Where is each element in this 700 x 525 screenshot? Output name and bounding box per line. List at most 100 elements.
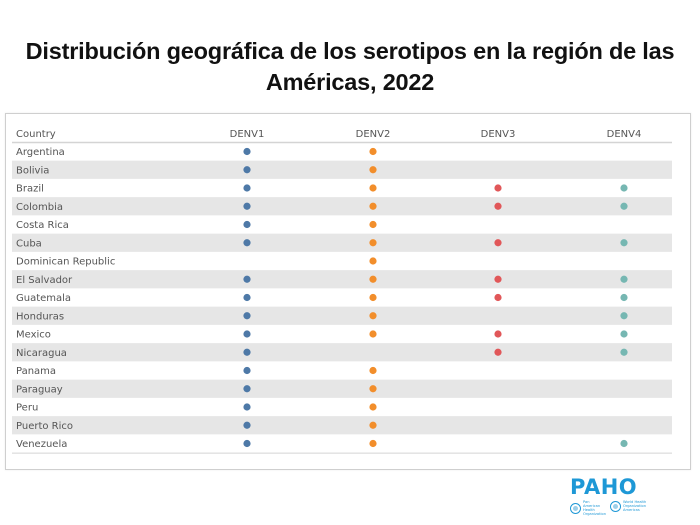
serotype-dot-denv2 <box>369 293 377 302</box>
table-row: Costa Rica <box>16 220 377 231</box>
serotype-dot-denv1 <box>243 403 251 411</box>
table-row: Peru <box>16 403 377 414</box>
serotype-dot-denv4 <box>620 202 628 210</box>
serotype-dot-denv3 <box>494 348 502 356</box>
table-row: Nicaragua <box>16 348 628 359</box>
row-stripe <box>12 306 672 325</box>
country-label: Cuba <box>16 238 42 249</box>
serotype-dot-denv3 <box>494 202 502 210</box>
row-stripe <box>12 270 672 289</box>
serotype-dot-denv1 <box>243 184 251 192</box>
paho-wordmark: PAHO <box>570 475 638 499</box>
country-label: Puerto Rico <box>16 421 73 432</box>
serotype-dot-denv2 <box>369 421 377 429</box>
country-label: Nicaragua <box>16 348 67 359</box>
country-label: El Salvador <box>16 275 73 286</box>
column-header-denv4: DENV4 <box>607 129 642 140</box>
serotype-dot-denv2 <box>369 275 377 283</box>
who-emblem-icon <box>610 500 621 512</box>
serotype-dot-denv3 <box>494 184 502 192</box>
country-label: Venezuela <box>16 439 67 450</box>
serotype-dot-denv1 <box>243 366 251 375</box>
serotype-dot-denv2 <box>369 202 377 210</box>
paho-org-text: Pan American Health Organization <box>583 500 606 516</box>
serotype-dot-denv1 <box>243 239 251 247</box>
country-label: Colombia <box>16 202 63 213</box>
table-row: Argentina <box>16 147 377 158</box>
who-org-text: World Health Organization Americas <box>623 500 647 512</box>
table-row: Colombia <box>16 202 628 213</box>
serotype-dot-denv4 <box>620 293 628 302</box>
serotype-dot-denv1 <box>243 166 251 174</box>
serotype-dot-denv2 <box>369 147 377 156</box>
column-header-country: Country <box>16 129 56 140</box>
serotype-dot-denv2 <box>369 403 377 411</box>
serotype-dot-denv4 <box>620 330 628 338</box>
serotype-dot-denv3 <box>494 293 502 302</box>
row-stripe <box>12 197 672 216</box>
table-row: Guatemala <box>16 293 628 304</box>
table-row: Brazil <box>16 184 628 195</box>
serotype-dot-denv4 <box>620 184 628 192</box>
serotype-dot-denv2 <box>369 220 377 229</box>
row-stripe <box>12 233 672 252</box>
row-stripe <box>12 160 672 179</box>
serotype-dot-denv1 <box>243 293 251 302</box>
serotype-dot-denv1 <box>243 312 251 320</box>
serotype-dot-denv1 <box>243 220 251 229</box>
serotype-dot-denv2 <box>369 312 377 320</box>
serotype-dot-denv2 <box>369 366 377 375</box>
country-label: Brazil <box>16 184 44 195</box>
serotype-dot-denv2 <box>369 257 377 265</box>
country-label: Bolivia <box>16 165 49 176</box>
serotype-dot-denv1 <box>243 421 251 429</box>
country-label: Dominican Republic <box>16 257 115 268</box>
serotype-dot-denv3 <box>494 330 502 338</box>
country-label: Paraguay <box>16 384 63 395</box>
row-stripes <box>12 160 672 435</box>
country-label: Mexico <box>16 330 51 341</box>
serotype-dot-denv4 <box>620 239 628 247</box>
serotype-dot-denv2 <box>369 166 377 174</box>
serotype-dot-denv1 <box>243 275 251 283</box>
table-row: Panama <box>16 366 377 377</box>
serotype-dot-denv4 <box>620 275 628 283</box>
paho-emblem-icon <box>570 502 581 514</box>
table-row: Honduras <box>16 311 628 322</box>
country-label: Guatemala <box>16 293 71 304</box>
serotype-dot-denv1 <box>243 202 251 210</box>
title-line-1: Distribución geográfica de los serotipos… <box>25 38 675 64</box>
country-label: Peru <box>16 403 38 414</box>
column-headers: DENV1 DENV2 DENV3 DENV4 <box>230 129 642 140</box>
country-label: Costa Rica <box>16 220 69 231</box>
serotype-dot-denv4 <box>620 439 628 448</box>
serotype-dot-denv1 <box>243 147 251 156</box>
country-label: Panama <box>16 366 56 377</box>
table-rows: Argentina Bolivia Brazil Colombia Costa Rica… <box>16 147 628 450</box>
serotype-dot-denv2 <box>369 330 377 338</box>
table-row: Bolivia <box>16 165 377 176</box>
who-org-label: World Health Organization Americas <box>610 500 647 512</box>
serotype-dot-denv1 <box>243 385 251 393</box>
table-row: Dominican Republic <box>16 257 377 268</box>
serotype-dot-denv1 <box>243 348 251 356</box>
serotype-dot-denv3 <box>494 275 502 283</box>
paho-org-label: Pan American Health Organization <box>570 500 606 516</box>
serotype-dot-denv4 <box>620 312 628 320</box>
column-header-denv3: DENV3 <box>481 129 516 140</box>
serotype-dot-denv1 <box>243 439 251 448</box>
serotype-dot-denv3 <box>494 239 502 247</box>
serotype-dot-denv2 <box>369 385 377 393</box>
paho-logo: PAHO Pan American Health Organization Wo… <box>566 476 662 518</box>
serotype-dot-denv2 <box>369 439 377 448</box>
title-line-2: Américas, 2022 <box>265 69 435 95</box>
country-label: Argentina <box>16 147 65 158</box>
serotype-dot-denv4 <box>620 348 628 356</box>
table-row: Cuba <box>16 238 628 249</box>
table-row: Paraguay <box>16 384 377 395</box>
table-row: Venezuela <box>16 439 628 450</box>
column-header-denv2: DENV2 <box>356 129 391 140</box>
table-row: Mexico <box>16 330 628 341</box>
row-stripe <box>12 379 672 398</box>
